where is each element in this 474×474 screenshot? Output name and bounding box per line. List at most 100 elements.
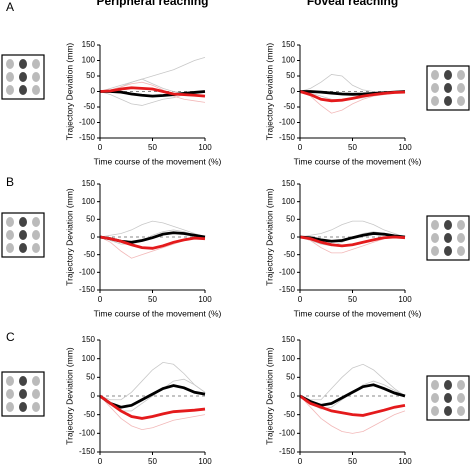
hand-icon: [19, 85, 27, 95]
y-tick-label: 150: [82, 179, 96, 188]
y-tick-label: 50: [286, 214, 295, 223]
x-tick-label: 100: [398, 143, 412, 152]
series-line: [299, 383, 406, 407]
y-tick-label: 150: [282, 40, 296, 49]
hand-icon: [457, 406, 465, 416]
y-tick-label: -150: [279, 447, 296, 456]
y-tick-label: -50: [283, 410, 295, 419]
hand-icon: [6, 389, 14, 399]
hand-icon: [6, 59, 14, 69]
panel: B -150 -100 -50 0 50 100 150 0 50 100 Trajectory De…: [6, 175, 222, 318]
hand-icon: [444, 83, 452, 93]
series-line: [99, 384, 206, 409]
y-axis-label: Trajectory Deviation (mm): [264, 347, 274, 445]
x-axis-label: Time course of the movement (%): [94, 308, 222, 318]
panel: Foveal reaching -150 -100 -50 0 50 100 150 0 50 10…: [264, 0, 421, 166]
hand-icon: [19, 72, 27, 82]
hand-icon: [6, 85, 14, 95]
hand-icon: [444, 246, 452, 256]
y-tick-label: -150: [279, 285, 296, 294]
series-line: [99, 220, 206, 238]
hand-icon: [32, 402, 40, 412]
hand-icon: [444, 393, 452, 403]
hand-icon: [32, 217, 40, 227]
y-tick-label: -150: [79, 447, 96, 456]
condition-icon: [1, 212, 45, 258]
y-tick-label: 100: [82, 197, 96, 206]
y-tick-label: -100: [279, 267, 296, 276]
y-tick-label: -100: [79, 428, 96, 437]
hand-icon: [6, 72, 14, 82]
series-line: [99, 235, 206, 250]
y-tick-label: 50: [86, 372, 95, 381]
hand-icon: [431, 380, 439, 390]
x-tick-label: 50: [348, 295, 357, 304]
series-line: [299, 232, 406, 243]
x-tick-label: 100: [198, 143, 212, 152]
hand-icon: [19, 376, 27, 386]
series-line: [299, 395, 406, 434]
hand-icon: [32, 376, 40, 386]
panel: -150 -100 -50 0 50 100 150 0 50 100 Trajectory Dev…: [264, 179, 421, 318]
hand-icon: [32, 72, 40, 82]
hand-icon: [431, 246, 439, 256]
y-axis-label: Trajectory Deviation (mm): [64, 347, 74, 445]
hand-icon: [457, 393, 465, 403]
y-tick-label: 50: [86, 214, 95, 223]
condition-icon: [1, 371, 45, 417]
x-axis-label: Time course of the movement (%): [294, 308, 422, 318]
y-tick-label: 100: [82, 56, 96, 65]
x-tick-label: 50: [348, 457, 357, 466]
hand-icon: [32, 230, 40, 240]
y-tick-label: 50: [286, 372, 295, 381]
hand-icon: [6, 243, 14, 253]
hand-icon: [19, 243, 27, 253]
panel-title: Peripheral reaching: [96, 0, 208, 8]
y-tick-label: 50: [86, 71, 95, 80]
hand-icon: [19, 230, 27, 240]
hand-icon: [444, 220, 452, 230]
y-tick-label: -100: [79, 267, 96, 276]
panel: Peripheral reaching A -150 -100 -50 0 50 100 150…: [6, 0, 222, 166]
y-tick-label: 150: [282, 179, 296, 188]
hand-icon: [457, 220, 465, 230]
series-line: [99, 394, 206, 420]
condition-icon: [426, 375, 470, 421]
hand-icon: [19, 402, 27, 412]
hand-icon: [444, 70, 452, 80]
y-tick-label: -150: [79, 133, 96, 142]
panel-letter: C: [6, 330, 15, 344]
y-axis-label: Trajectory Deviation (mm): [64, 43, 74, 141]
series-line: [299, 235, 406, 248]
hand-icon: [431, 406, 439, 416]
y-tick-label: -100: [279, 428, 296, 437]
y-tick-label: 0: [91, 391, 96, 400]
condition-icon: [426, 215, 470, 261]
series-line: [299, 394, 406, 417]
series-line: [99, 86, 206, 98]
hand-icon: [457, 96, 465, 106]
y-tick-label: -150: [279, 133, 296, 142]
x-tick-label: 100: [398, 457, 412, 466]
x-tick-label: 0: [298, 457, 303, 466]
hand-icon: [6, 402, 14, 412]
x-tick-label: 100: [198, 295, 212, 304]
y-tick-label: 0: [91, 87, 96, 96]
hand-icon: [444, 380, 452, 390]
x-tick-label: 0: [298, 295, 303, 304]
series-line: [99, 361, 206, 401]
y-tick-label: 0: [291, 232, 296, 241]
series-line: [299, 363, 406, 401]
series-line: [100, 90, 206, 98]
series-line: [99, 395, 206, 431]
hand-icon: [32, 85, 40, 95]
y-tick-label: -50: [283, 102, 295, 111]
hand-icon: [457, 233, 465, 243]
hand-icon: [431, 70, 439, 80]
y-tick-label: -50: [83, 250, 95, 259]
y-tick-label: 0: [291, 391, 296, 400]
panel-letter: B: [6, 175, 14, 189]
hand-icon: [444, 96, 452, 106]
x-tick-label: 0: [98, 143, 103, 152]
